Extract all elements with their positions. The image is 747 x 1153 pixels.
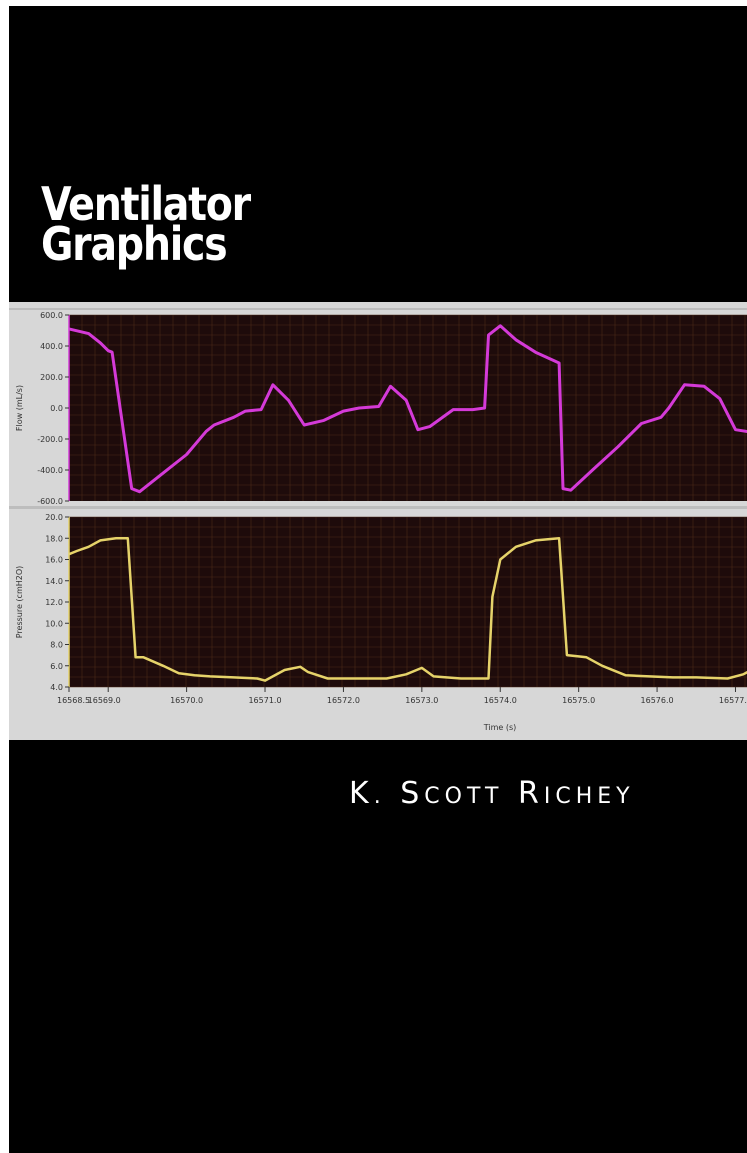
x-tick-label: 16573.0 (405, 696, 438, 705)
x-tick-label: 16570.0 (170, 696, 203, 705)
x-tick-label: 16575.0 (562, 696, 595, 705)
flow-grid (68, 314, 747, 501)
ventilator-graph-panel: 600.0 400.0 200.0 0.0 -200.0 -400.0 -600.0 Flo… (9, 302, 747, 740)
x-tick-label: 16574.0 (484, 696, 517, 705)
flow-y-axis-label: Flow (mL/s) (15, 385, 24, 431)
title-line-1: Ventilator (41, 177, 251, 231)
pressure-y-ticks: 20.0 18.0 16.0 14.0 12.0 10.0 8.0 6.0 4.0 (45, 513, 70, 692)
flow-trace (68, 324, 747, 494)
y-tick-label: 4.0 (50, 683, 63, 692)
x-tick-label: 16577.0 (719, 696, 747, 705)
x-tick-label: 16569.0 (88, 696, 121, 705)
pressure-plot-area (69, 517, 747, 687)
y-tick-label: 0.0 (50, 404, 63, 413)
title-line-2: Graphics (41, 217, 228, 271)
book-cover: Ventilator Graphics 600.0 400.0 200.0 0.0 -2… (9, 6, 747, 1153)
y-tick-label: 10.0 (45, 619, 63, 628)
time-x-axis-label: Time (s) (483, 723, 517, 732)
pressure-y-axis-label: Pressure (cmH2O) (15, 566, 24, 639)
pressure-trace (68, 537, 747, 682)
flow-y-ticks: 600.0 400.0 200.0 0.0 -200.0 -400.0 -600.0 (37, 311, 70, 506)
x-tick-label: 16576.0 (641, 696, 674, 705)
y-tick-label: -600.0 (37, 497, 63, 506)
y-tick-label: 16.0 (45, 556, 63, 565)
y-tick-label: -400.0 (37, 466, 63, 475)
y-tick-label: 6.0 (50, 662, 63, 671)
book-title: Ventilator Graphics (41, 177, 251, 271)
y-tick-label: 400.0 (40, 342, 63, 351)
y-tick-label: 12.0 (45, 598, 63, 607)
x-tick-label: 16568.5 (57, 696, 90, 705)
y-tick-label: 14.0 (45, 577, 63, 586)
y-tick-label: 20.0 (45, 513, 63, 522)
panel-divider (9, 506, 747, 509)
panel-top-edge (9, 308, 747, 310)
y-tick-label: 600.0 (40, 311, 63, 320)
y-tick-label: 18.0 (45, 534, 63, 543)
y-tick-label: 8.0 (50, 641, 63, 650)
y-tick-label: -200.0 (37, 435, 63, 444)
book-author: K. SCOTT RICHEY (349, 776, 635, 811)
pressure-grid (68, 516, 747, 688)
ventilator-graphs: 600.0 400.0 200.0 0.0 -200.0 -400.0 -600.0 Flo… (9, 308, 747, 732)
x-tick-label: 16571.0 (248, 696, 281, 705)
y-tick-label: 200.0 (40, 373, 63, 382)
x-tick-label: 16572.0 (327, 696, 360, 705)
